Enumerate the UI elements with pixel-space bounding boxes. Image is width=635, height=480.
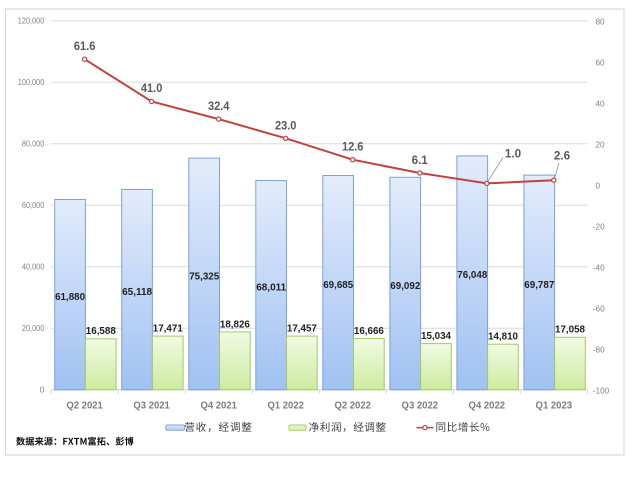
svg-text:65,118: 65,118 xyxy=(122,287,152,298)
svg-text:14,810: 14,810 xyxy=(488,332,518,343)
svg-text:61.6: 61.6 xyxy=(74,39,96,53)
svg-text:15,034: 15,034 xyxy=(421,331,451,342)
svg-text:16,588: 16,588 xyxy=(86,326,116,337)
svg-text:-40: -40 xyxy=(593,263,605,272)
svg-text:17,058: 17,058 xyxy=(555,325,585,336)
svg-text:17,471: 17,471 xyxy=(153,324,183,335)
svg-text:20: 20 xyxy=(596,140,606,149)
svg-text:23.0: 23.0 xyxy=(275,118,297,132)
svg-text:60,000: 60,000 xyxy=(22,201,45,210)
svg-text:61,880: 61,880 xyxy=(55,292,85,303)
svg-text:100,000: 100,000 xyxy=(18,78,45,87)
svg-text:-60: -60 xyxy=(593,304,605,313)
svg-text:Q4 2021: Q4 2021 xyxy=(200,401,237,412)
svg-text:20,000: 20,000 xyxy=(22,324,45,333)
svg-text:17,457: 17,457 xyxy=(287,324,317,335)
svg-text:Q1 2022: Q1 2022 xyxy=(267,401,304,412)
svg-text:Q2 2021: Q2 2021 xyxy=(66,401,103,412)
svg-text:-20: -20 xyxy=(593,222,605,231)
svg-text:69,685: 69,685 xyxy=(323,280,353,291)
svg-text:16,666: 16,666 xyxy=(354,326,384,337)
svg-text:1.0: 1.0 xyxy=(505,146,522,160)
svg-text:40,000: 40,000 xyxy=(22,263,45,272)
svg-text:75,325: 75,325 xyxy=(189,271,219,282)
svg-text:Q4 2022: Q4 2022 xyxy=(469,401,506,412)
svg-text:6.1: 6.1 xyxy=(412,153,429,167)
svg-text:Q3 2021: Q3 2021 xyxy=(133,401,170,412)
svg-text:40: 40 xyxy=(596,99,606,108)
svg-text:76,048: 76,048 xyxy=(457,270,487,281)
svg-text:69,092: 69,092 xyxy=(390,281,420,292)
svg-text:68,011: 68,011 xyxy=(256,283,286,294)
svg-text:-100: -100 xyxy=(593,386,610,395)
svg-text:80: 80 xyxy=(596,17,606,26)
svg-text:-80: -80 xyxy=(593,345,605,354)
svg-text:0: 0 xyxy=(40,386,45,395)
svg-text:32.4: 32.4 xyxy=(208,99,230,113)
svg-text:80,000: 80,000 xyxy=(22,140,45,149)
svg-text:12.6: 12.6 xyxy=(342,140,364,154)
svg-text:41.0: 41.0 xyxy=(141,81,163,95)
svg-text:0: 0 xyxy=(596,181,601,190)
svg-text:Q3 2022: Q3 2022 xyxy=(402,401,439,412)
svg-text:Q1 2023: Q1 2023 xyxy=(536,401,573,412)
svg-text:18,826: 18,826 xyxy=(220,319,250,330)
svg-text:69,787: 69,787 xyxy=(524,280,554,291)
svg-text:60: 60 xyxy=(596,58,606,67)
svg-text:120,000: 120,000 xyxy=(18,17,45,26)
svg-text:2.6: 2.6 xyxy=(554,148,571,162)
svg-text:Q2 2022: Q2 2022 xyxy=(334,401,371,412)
